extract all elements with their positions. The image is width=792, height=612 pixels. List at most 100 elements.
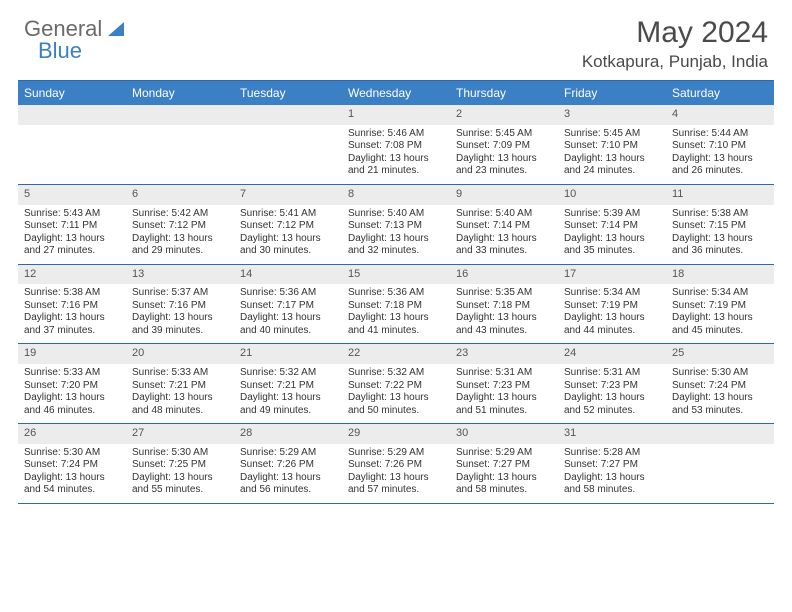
day-header-thu: Thursday: [450, 81, 558, 105]
day-header-sat: Saturday: [666, 81, 774, 105]
day-number: 6: [126, 185, 234, 205]
day-number: 28: [234, 424, 342, 444]
sunset-text: Sunset: 7:24 PM: [666, 380, 774, 393]
sunset-text: Sunset: 7:11 PM: [18, 220, 126, 233]
day-header-wed: Wednesday: [342, 81, 450, 105]
day-number: 8: [342, 185, 450, 205]
calendar-day-cell: .: [666, 424, 774, 503]
day-number: 9: [450, 185, 558, 205]
calendar-day-cell: 27Sunrise: 5:30 AMSunset: 7:25 PMDayligh…: [126, 424, 234, 503]
calendar-day-cell: 22Sunrise: 5:32 AMSunset: 7:22 PMDayligh…: [342, 344, 450, 423]
day-number: 18: [666, 265, 774, 285]
sunrise-text: Sunrise: 5:38 AM: [666, 208, 774, 221]
sunset-text: Sunset: 7:16 PM: [126, 300, 234, 313]
sunrise-text: Sunrise: 5:38 AM: [18, 287, 126, 300]
day-number: 14: [234, 265, 342, 285]
daylight-text: Daylight: 13 hours and 32 minutes.: [342, 233, 450, 258]
calendar-day-cell: 8Sunrise: 5:40 AMSunset: 7:13 PMDaylight…: [342, 185, 450, 264]
day-number: 19: [18, 344, 126, 364]
sunrise-text: Sunrise: 5:33 AM: [18, 367, 126, 380]
day-number: 23: [450, 344, 558, 364]
daylight-text: Daylight: 13 hours and 40 minutes.: [234, 312, 342, 337]
sunset-text: Sunset: 7:16 PM: [18, 300, 126, 313]
calendar-day-cell: 24Sunrise: 5:31 AMSunset: 7:23 PMDayligh…: [558, 344, 666, 423]
calendar-week-row: 19Sunrise: 5:33 AMSunset: 7:20 PMDayligh…: [18, 344, 774, 424]
calendar-day-cell: 3Sunrise: 5:45 AMSunset: 7:10 PMDaylight…: [558, 105, 666, 184]
sunset-text: Sunset: 7:21 PM: [126, 380, 234, 393]
sunrise-text: Sunrise: 5:32 AM: [234, 367, 342, 380]
sunset-text: Sunset: 7:24 PM: [18, 459, 126, 472]
calendar-weeks: ...1Sunrise: 5:46 AMSunset: 7:08 PMDayli…: [18, 105, 774, 504]
sunrise-text: Sunrise: 5:43 AM: [18, 208, 126, 221]
page-header: General May 2024 Kotkapura, Punjab, Indi…: [0, 0, 792, 80]
sunrise-text: Sunrise: 5:29 AM: [342, 447, 450, 460]
daylight-text: Daylight: 13 hours and 54 minutes.: [18, 472, 126, 497]
calendar-day-cell: .: [18, 105, 126, 184]
day-number: 13: [126, 265, 234, 285]
calendar-week-row: ...1Sunrise: 5:46 AMSunset: 7:08 PMDayli…: [18, 105, 774, 185]
calendar-day-cell: 25Sunrise: 5:30 AMSunset: 7:24 PMDayligh…: [666, 344, 774, 423]
day-number: .: [18, 105, 126, 125]
logo-line2: Blue: [38, 38, 82, 64]
calendar-day-cell: 5Sunrise: 5:43 AMSunset: 7:11 PMDaylight…: [18, 185, 126, 264]
day-number: 20: [126, 344, 234, 364]
calendar-week-row: 26Sunrise: 5:30 AMSunset: 7:24 PMDayligh…: [18, 424, 774, 504]
sunrise-text: Sunrise: 5:31 AM: [558, 367, 666, 380]
title-block: May 2024 Kotkapura, Punjab, India: [582, 16, 768, 72]
day-number: 24: [558, 344, 666, 364]
day-number: 11: [666, 185, 774, 205]
calendar-day-cell: 31Sunrise: 5:28 AMSunset: 7:27 PMDayligh…: [558, 424, 666, 503]
calendar-day-cell: 11Sunrise: 5:38 AMSunset: 7:15 PMDayligh…: [666, 185, 774, 264]
sunset-text: Sunset: 7:17 PM: [234, 300, 342, 313]
day-number: 17: [558, 265, 666, 285]
day-number: 25: [666, 344, 774, 364]
daylight-text: Daylight: 13 hours and 45 minutes.: [666, 312, 774, 337]
sunset-text: Sunset: 7:23 PM: [558, 380, 666, 393]
calendar-week-row: 5Sunrise: 5:43 AMSunset: 7:11 PMDaylight…: [18, 185, 774, 265]
month-title: May 2024: [582, 16, 768, 50]
calendar-day-cell: 20Sunrise: 5:33 AMSunset: 7:21 PMDayligh…: [126, 344, 234, 423]
sunset-text: Sunset: 7:20 PM: [18, 380, 126, 393]
day-number: 12: [18, 265, 126, 285]
daylight-text: Daylight: 13 hours and 30 minutes.: [234, 233, 342, 258]
calendar-day-cell: 23Sunrise: 5:31 AMSunset: 7:23 PMDayligh…: [450, 344, 558, 423]
sunrise-text: Sunrise: 5:34 AM: [666, 287, 774, 300]
day-number: 30: [450, 424, 558, 444]
sunset-text: Sunset: 7:27 PM: [450, 459, 558, 472]
daylight-text: Daylight: 13 hours and 48 minutes.: [126, 392, 234, 417]
calendar-day-cell: 18Sunrise: 5:34 AMSunset: 7:19 PMDayligh…: [666, 265, 774, 344]
sunset-text: Sunset: 7:09 PM: [450, 140, 558, 153]
daylight-text: Daylight: 13 hours and 36 minutes.: [666, 233, 774, 258]
calendar-day-cell: 4Sunrise: 5:44 AMSunset: 7:10 PMDaylight…: [666, 105, 774, 184]
daylight-text: Daylight: 13 hours and 43 minutes.: [450, 312, 558, 337]
sunrise-text: Sunrise: 5:36 AM: [342, 287, 450, 300]
calendar-day-cell: 2Sunrise: 5:45 AMSunset: 7:09 PMDaylight…: [450, 105, 558, 184]
daylight-text: Daylight: 13 hours and 51 minutes.: [450, 392, 558, 417]
sunrise-text: Sunrise: 5:30 AM: [126, 447, 234, 460]
calendar-day-cell: 30Sunrise: 5:29 AMSunset: 7:27 PMDayligh…: [450, 424, 558, 503]
sunset-text: Sunset: 7:23 PM: [450, 380, 558, 393]
sunrise-text: Sunrise: 5:45 AM: [558, 128, 666, 141]
day-number: 29: [342, 424, 450, 444]
calendar-day-cell: 29Sunrise: 5:29 AMSunset: 7:26 PMDayligh…: [342, 424, 450, 503]
calendar-day-cell: 9Sunrise: 5:40 AMSunset: 7:14 PMDaylight…: [450, 185, 558, 264]
daylight-text: Daylight: 13 hours and 49 minutes.: [234, 392, 342, 417]
calendar-day-cell: 13Sunrise: 5:37 AMSunset: 7:16 PMDayligh…: [126, 265, 234, 344]
day-number: 26: [18, 424, 126, 444]
sunset-text: Sunset: 7:10 PM: [558, 140, 666, 153]
logo-word-2: Blue: [38, 38, 82, 64]
sunrise-text: Sunrise: 5:40 AM: [342, 208, 450, 221]
day-number: 2: [450, 105, 558, 125]
day-number: .: [666, 424, 774, 444]
daylight-text: Daylight: 13 hours and 39 minutes.: [126, 312, 234, 337]
daylight-text: Daylight: 13 hours and 41 minutes.: [342, 312, 450, 337]
day-number: 27: [126, 424, 234, 444]
logo-sail-icon: [106, 20, 126, 38]
day-number: 4: [666, 105, 774, 125]
sunset-text: Sunset: 7:26 PM: [234, 459, 342, 472]
calendar-day-cell: 12Sunrise: 5:38 AMSunset: 7:16 PMDayligh…: [18, 265, 126, 344]
calendar-day-cell: 17Sunrise: 5:34 AMSunset: 7:19 PMDayligh…: [558, 265, 666, 344]
calendar-day-cell: .: [126, 105, 234, 184]
sunrise-text: Sunrise: 5:28 AM: [558, 447, 666, 460]
daylight-text: Daylight: 13 hours and 58 minutes.: [450, 472, 558, 497]
